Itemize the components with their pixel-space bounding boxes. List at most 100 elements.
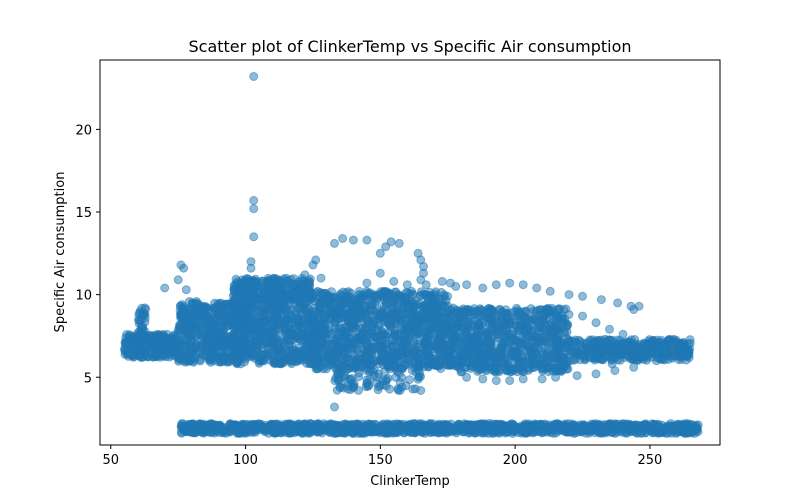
data-point bbox=[314, 345, 324, 355]
data-point bbox=[296, 330, 306, 340]
data-point bbox=[381, 330, 391, 340]
data-point bbox=[612, 344, 621, 354]
data-point bbox=[244, 344, 254, 354]
data-point bbox=[411, 296, 421, 306]
data-point bbox=[538, 349, 548, 359]
data-point bbox=[651, 356, 661, 366]
data-point bbox=[369, 343, 379, 353]
data-point bbox=[361, 352, 371, 362]
data-point bbox=[195, 356, 205, 366]
data-point bbox=[551, 341, 561, 351]
data-point bbox=[165, 352, 175, 362]
data-point bbox=[343, 338, 353, 347]
data-point bbox=[526, 304, 536, 314]
data-point bbox=[601, 346, 611, 356]
data-point bbox=[338, 312, 348, 322]
data-point bbox=[459, 323, 469, 333]
data-point bbox=[275, 276, 285, 286]
data-point bbox=[412, 316, 422, 326]
data-point bbox=[328, 329, 338, 339]
data-point bbox=[526, 344, 536, 354]
data-point bbox=[493, 325, 503, 335]
data-point bbox=[216, 329, 226, 339]
data-point bbox=[141, 335, 150, 345]
data-point bbox=[381, 288, 391, 298]
data-point bbox=[401, 294, 411, 304]
data-point bbox=[372, 325, 382, 335]
data-point bbox=[428, 300, 438, 310]
data-point bbox=[402, 332, 412, 341]
data-point bbox=[648, 335, 658, 345]
data-point bbox=[644, 347, 654, 357]
data-point bbox=[151, 332, 161, 342]
data-point bbox=[187, 330, 197, 340]
data-point bbox=[242, 316, 252, 326]
data-point bbox=[261, 321, 271, 331]
data-point bbox=[276, 284, 285, 293]
data-point bbox=[469, 306, 479, 316]
data-point bbox=[270, 297, 280, 307]
data-point bbox=[276, 359, 286, 369]
data-point bbox=[386, 313, 396, 323]
data-point bbox=[253, 337, 263, 347]
data-point bbox=[229, 286, 239, 296]
data-point bbox=[591, 344, 601, 354]
data-point bbox=[366, 365, 376, 375]
data-point bbox=[381, 298, 391, 308]
data-point bbox=[504, 339, 513, 349]
data-point bbox=[330, 309, 339, 319]
data-point bbox=[272, 345, 282, 355]
data-point bbox=[537, 364, 547, 374]
data-point bbox=[282, 313, 292, 323]
data-point bbox=[481, 327, 491, 337]
data-point bbox=[414, 372, 424, 382]
data-point bbox=[342, 352, 352, 362]
data-point bbox=[162, 334, 172, 343]
data-point bbox=[300, 354, 310, 364]
data-point bbox=[377, 354, 387, 364]
data-point bbox=[489, 313, 499, 323]
data-point bbox=[661, 349, 671, 359]
data-point bbox=[388, 342, 397, 352]
data-point bbox=[265, 304, 274, 314]
data-point bbox=[517, 339, 527, 349]
data-point bbox=[685, 338, 695, 348]
data-point bbox=[230, 306, 240, 316]
data-point bbox=[123, 349, 133, 359]
data-point bbox=[185, 321, 195, 331]
data-point bbox=[217, 316, 227, 326]
data-point bbox=[259, 356, 269, 366]
data-point bbox=[246, 292, 256, 302]
data-point bbox=[421, 325, 430, 335]
data-point bbox=[249, 307, 259, 317]
data-point bbox=[185, 297, 194, 306]
data-point bbox=[300, 295, 310, 305]
data-point bbox=[183, 309, 193, 319]
data-point bbox=[424, 291, 434, 301]
data-point bbox=[513, 362, 523, 372]
data-point bbox=[212, 341, 222, 351]
data-point bbox=[346, 288, 356, 298]
data-point bbox=[202, 311, 212, 321]
data-point bbox=[345, 362, 355, 372]
data-point bbox=[452, 338, 462, 348]
data-point bbox=[231, 279, 241, 289]
data-point bbox=[398, 312, 408, 322]
data-point bbox=[497, 316, 507, 326]
data-point bbox=[259, 295, 269, 304]
data-point bbox=[350, 316, 360, 326]
data-point bbox=[317, 289, 327, 298]
data-point bbox=[238, 308, 248, 318]
data-point bbox=[392, 367, 402, 376]
data-point bbox=[354, 286, 364, 296]
data-point bbox=[423, 314, 433, 324]
data-point bbox=[203, 340, 213, 350]
data-point bbox=[137, 322, 146, 332]
data-point bbox=[232, 358, 242, 368]
data-point bbox=[457, 309, 467, 319]
data-point bbox=[258, 284, 268, 294]
data-point bbox=[317, 329, 327, 338]
data-point bbox=[433, 312, 443, 322]
data-point bbox=[398, 356, 408, 366]
data-point bbox=[405, 375, 415, 385]
